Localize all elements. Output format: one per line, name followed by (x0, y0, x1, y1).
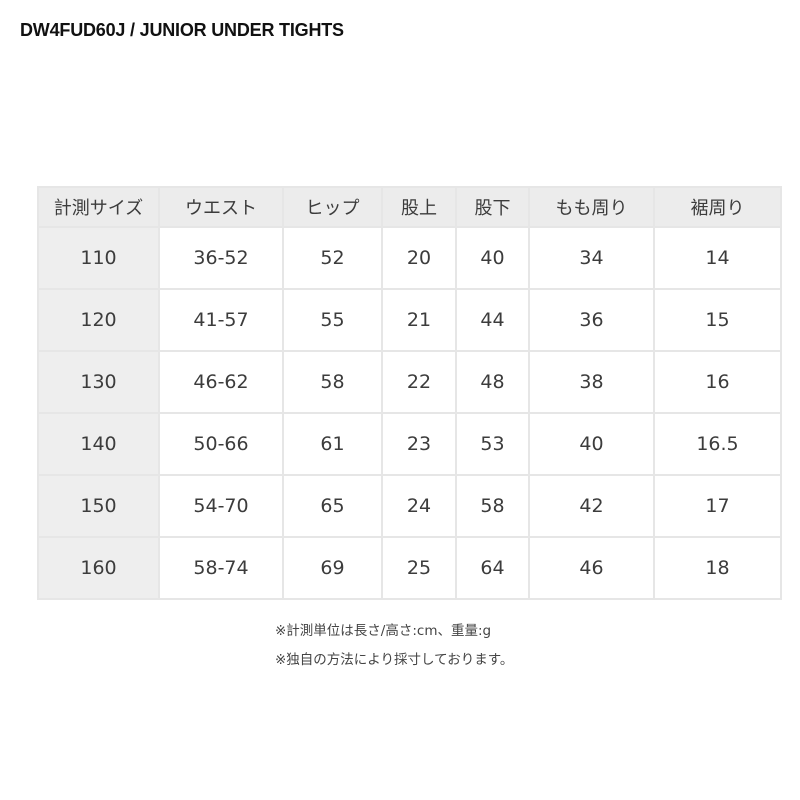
table-cell: 44 (455, 288, 530, 352)
table-cell: 16 (653, 350, 782, 414)
table-cell: 52 (282, 226, 383, 290)
size-cell: 160 (37, 536, 160, 600)
column-header: 裾周り (653, 186, 782, 228)
size-cell: 110 (37, 226, 160, 290)
notes: ※計測単位は長さ/高さ:cm、重量:g ※独自の方法により採寸しております。 (275, 617, 513, 675)
table-cell: 64 (455, 536, 530, 600)
table-cell: 25 (381, 536, 457, 600)
size-cell: 120 (37, 288, 160, 352)
table-row: 140 50-66 61 23 53 40 16.5 (37, 412, 782, 476)
table-cell: 36 (528, 288, 655, 352)
table-row: 150 54-70 65 24 58 42 17 (37, 474, 782, 538)
table-cell: 16.5 (653, 412, 782, 476)
table-row: 120 41-57 55 21 44 36 15 (37, 288, 782, 352)
table-cell: 36-52 (158, 226, 284, 290)
column-header: ウエスト (158, 186, 284, 228)
table-cell: 53 (455, 412, 530, 476)
table-cell: 14 (653, 226, 782, 290)
table-cell: 55 (282, 288, 383, 352)
table-cell: 61 (282, 412, 383, 476)
table-cell: 34 (528, 226, 655, 290)
table-cell: 24 (381, 474, 457, 538)
table-cell: 18 (653, 536, 782, 600)
table-cell: 17 (653, 474, 782, 538)
size-cell: 140 (37, 412, 160, 476)
table-cell: 58 (455, 474, 530, 538)
note-method: ※独自の方法により採寸しております。 (275, 652, 514, 668)
table-cell: 40 (528, 412, 655, 476)
size-cell: 130 (37, 350, 160, 414)
column-header: ヒップ (282, 186, 383, 228)
table-cell: 22 (381, 350, 457, 414)
table-cell: 21 (381, 288, 457, 352)
note-units: ※計測単位は長さ/高さ:cm、重量:g (275, 623, 492, 639)
table-cell: 20 (381, 226, 457, 290)
page-title: DW4FUD60J / JUNIOR UNDER TIGHTS (20, 20, 344, 40)
table-cell: 15 (653, 288, 782, 352)
table-row: 130 46-62 58 22 48 38 16 (37, 350, 782, 414)
table-cell: 46-62 (158, 350, 284, 414)
size-chart-table: 計測サイズ ウエスト ヒップ 股上 股下 もも周り 裾周り 110 36-52 52 20 40 34… (37, 186, 782, 600)
table-cell: 69 (282, 536, 383, 600)
column-header: 計測サイズ (37, 186, 160, 228)
table-header-row: 計測サイズ ウエスト ヒップ 股上 股下 もも周り 裾周り (37, 186, 782, 228)
table-cell: 48 (455, 350, 530, 414)
table-cell: 38 (528, 350, 655, 414)
table-cell: 23 (381, 412, 457, 476)
table-row: 160 58-74 69 25 64 46 18 (37, 536, 782, 600)
table-cell: 65 (282, 474, 383, 538)
table-row: 110 36-52 52 20 40 34 14 (37, 226, 782, 290)
column-header: 股下 (455, 186, 530, 228)
column-header: もも周り (528, 186, 655, 228)
table-cell: 50-66 (158, 412, 284, 476)
table-cell: 46 (528, 536, 655, 600)
table-cell: 58 (282, 350, 383, 414)
size-cell: 150 (37, 474, 160, 538)
table-cell: 41-57 (158, 288, 284, 352)
table-cell: 54-70 (158, 474, 284, 538)
table-cell: 58-74 (158, 536, 284, 600)
table-cell: 40 (455, 226, 530, 290)
column-header: 股上 (381, 186, 457, 228)
table-cell: 42 (528, 474, 655, 538)
